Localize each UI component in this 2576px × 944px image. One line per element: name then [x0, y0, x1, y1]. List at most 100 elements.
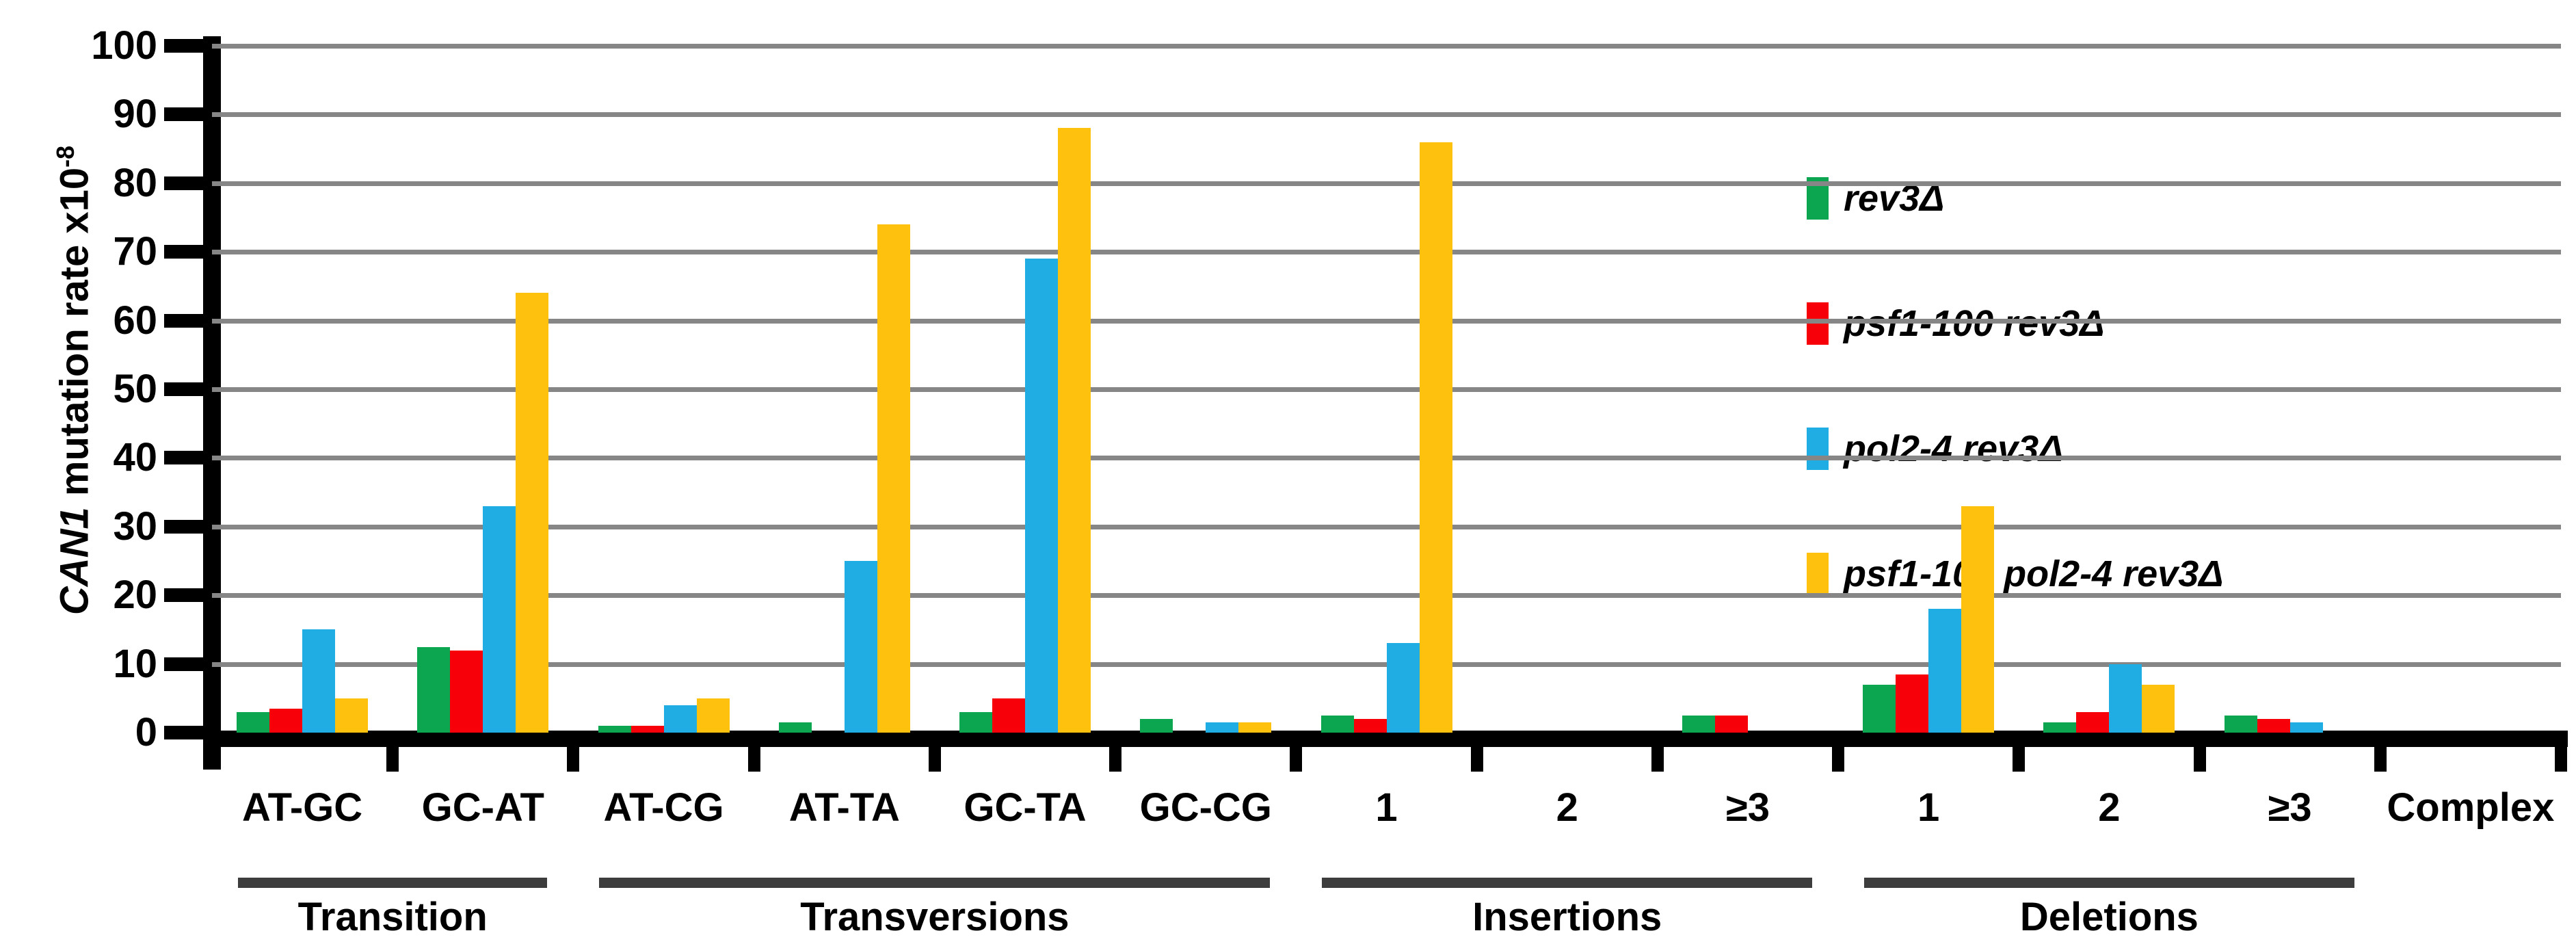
- y-tick-mark-70: [164, 245, 204, 259]
- bar-≥3-s3: [2289, 722, 2323, 733]
- category-label-GC-TA: GC-TA: [964, 785, 1087, 830]
- group-underline-Transversions: [599, 878, 1271, 888]
- y-tick-mark-80: [164, 176, 204, 190]
- x-tick-mark-7: [1470, 731, 1483, 772]
- y-tick-label-0: 0: [135, 710, 157, 755]
- y-tick-label-60: 60: [113, 298, 157, 343]
- y-tick-label-10: 10: [113, 641, 157, 686]
- gridline-100: [212, 44, 2561, 49]
- gridline-50: [212, 387, 2561, 392]
- y-tick-mark-60: [164, 313, 204, 328]
- bar-GC-AT-s2: [450, 651, 483, 733]
- bar-1-s4: [1419, 142, 1452, 733]
- category-label-≥3: ≥3: [1725, 785, 1770, 830]
- x-tick-mark-9: [1832, 731, 1845, 772]
- bar-AT-CG-s1: [598, 726, 631, 733]
- group-underline-Transition: [238, 878, 548, 888]
- bar-2-s1: [2043, 722, 2077, 733]
- bar-≥3-s1: [2224, 716, 2257, 733]
- gridline-20: [212, 593, 2561, 599]
- bar-GC-CG-s1: [1140, 719, 1173, 733]
- bar-GC-TA-s1: [959, 712, 993, 733]
- y-tick-mark-20: [164, 588, 204, 603]
- x-tick-mark-4: [928, 731, 941, 772]
- bar-1-s3: [1386, 643, 1420, 733]
- group-label-Transition: Transition: [297, 895, 488, 939]
- y-tick-mark-10: [164, 657, 204, 671]
- bar-1-s1: [1863, 685, 1896, 733]
- group-underline-Deletions: [1864, 878, 2354, 888]
- legend-item-4: psf1-100 pol2-4 rev3Δ: [1807, 511, 2224, 636]
- bar-2-s2: [2076, 712, 2110, 733]
- y-tick-label-30: 30: [113, 503, 157, 549]
- y-tick-label-100: 100: [91, 23, 157, 68]
- y-tick-label-50: 50: [113, 367, 157, 411]
- bar-GC-AT-s1: [417, 647, 451, 733]
- group-label-Deletions: Deletions: [2019, 895, 2199, 939]
- category-label-2: 2: [1556, 785, 1578, 830]
- bar-AT-TA-s1: [778, 722, 812, 733]
- y-tick-mark-30: [164, 519, 204, 534]
- bar-GC-TA-s3: [1025, 259, 1059, 733]
- bar-1-s2: [1353, 719, 1387, 733]
- legend-swatch-icon: [1807, 552, 1829, 595]
- bar-GC-TA-s4: [1058, 128, 1091, 733]
- y-tick-mark-90: [164, 107, 204, 122]
- bar-GC-CG-s3: [1206, 722, 1239, 733]
- bar-AT-CG-s3: [663, 705, 697, 733]
- bar-≥3-s2: [1714, 716, 1748, 733]
- x-tick-mark-3: [747, 731, 760, 772]
- bar-AT-TA-s3: [844, 561, 877, 733]
- bar-≥3-s2: [2257, 719, 2290, 733]
- bar-AT-GC-s2: [269, 709, 303, 733]
- y-tick-mark-50: [164, 382, 204, 396]
- gridline-30: [212, 524, 2561, 529]
- gridline-80: [212, 181, 2561, 186]
- legend-item-1: rev3Δ: [1807, 135, 2224, 261]
- bar-1-s2: [1896, 674, 1929, 733]
- x-tick-mark-6: [1290, 731, 1303, 772]
- category-label-AT-CG: AT-CG: [603, 785, 724, 830]
- bar-1-s3: [1928, 609, 1962, 733]
- x-tick-mark-1: [386, 731, 399, 772]
- category-label-≥3: ≥3: [2268, 785, 2312, 830]
- legend-swatch-icon: [1807, 427, 1829, 470]
- gridline-60: [212, 318, 2561, 324]
- x-tick-mark-13: [2555, 731, 2567, 772]
- gridline-70: [212, 250, 2561, 255]
- y-tick-mark-100: [164, 39, 204, 53]
- bar-1-s4: [1961, 506, 1995, 733]
- bar-AT-CG-s2: [630, 726, 664, 733]
- group-label-Insertions: Insertions: [1472, 895, 1662, 939]
- x-axis-line: [203, 731, 2568, 747]
- bar-AT-CG-s4: [696, 698, 730, 733]
- bar-GC-CG-s4: [1238, 722, 1272, 733]
- y-axis-line: [203, 36, 221, 770]
- category-label-1: 1: [1375, 785, 1398, 830]
- y-tick-label-80: 80: [113, 160, 157, 205]
- x-tick-mark-5: [1109, 731, 1122, 772]
- bar-1-s1: [1320, 716, 1354, 733]
- legend-label: psf1-100 pol2-4 rev3Δ: [1844, 553, 2224, 594]
- group-underline-Insertions: [1322, 878, 1813, 888]
- y-tick-label-40: 40: [113, 435, 157, 480]
- x-tick-mark-10: [2013, 731, 2026, 772]
- y-tick-mark-40: [164, 451, 204, 465]
- bar-2-s3: [2109, 664, 2142, 733]
- gridline-40: [212, 456, 2561, 461]
- category-label-1: 1: [1917, 785, 1940, 830]
- x-tick-mark-12: [2374, 731, 2387, 772]
- category-label-AT-TA: AT-TA: [788, 785, 900, 830]
- category-label-GC-AT: GC-AT: [421, 785, 544, 830]
- bar-GC-AT-s3: [483, 506, 516, 733]
- bar-AT-GC-s1: [237, 712, 270, 733]
- x-tick-mark-11: [2193, 731, 2206, 772]
- category-label-AT-GC: AT-GC: [242, 785, 363, 830]
- y-tick-label-90: 90: [113, 92, 157, 137]
- bar-AT-GC-s4: [335, 698, 369, 733]
- bar-≥3-s1: [1682, 716, 1715, 733]
- group-label-Transversions: Transversions: [800, 895, 1070, 939]
- category-label-Complex: Complex: [2387, 785, 2555, 830]
